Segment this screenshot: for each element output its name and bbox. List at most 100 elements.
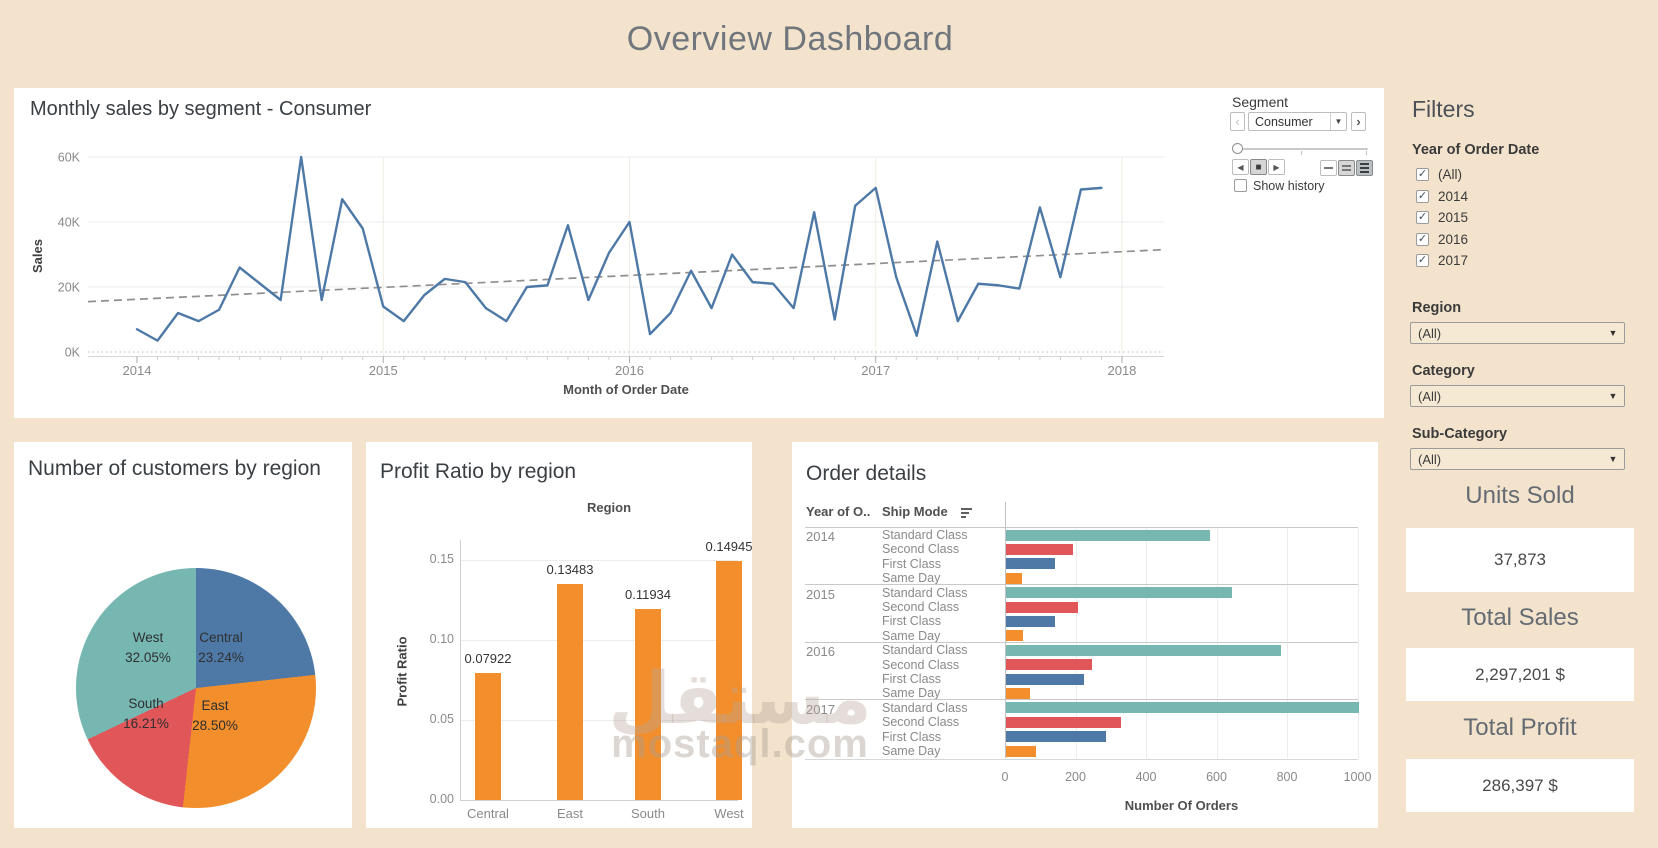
step-back-button[interactable]: ◀	[1232, 159, 1249, 175]
segment-dropdown[interactable]: Consumer ▼	[1248, 112, 1347, 131]
kpi-total-sales-value: 2,297,201 $	[1406, 648, 1634, 701]
orders-bar-2015-standard-class[interactable]	[1006, 587, 1232, 599]
x-tick-label: 2017	[861, 363, 890, 378]
speed-bar-icon	[1342, 169, 1351, 171]
speed-slow-button[interactable]	[1320, 160, 1337, 176]
category-filter-label: Category	[1412, 363, 1475, 379]
ship-mode-label: Standard Class	[882, 528, 968, 542]
group-separator-line	[805, 699, 1358, 701]
orders-year-label: 2016	[806, 644, 835, 660]
profit-bar-value-label: 0.14945	[705, 538, 753, 554]
y-tick-label: 40K	[58, 216, 81, 230]
pie-slice-label: West 32.05%	[125, 630, 171, 665]
year-checkbox-label: (All)	[1438, 167, 1462, 182]
gridline	[1216, 528, 1218, 759]
segment-slider-handle[interactable]	[1232, 143, 1243, 154]
profit-y-tick-label: 0.15	[429, 552, 454, 566]
orders-bar-2015-first-class[interactable]	[1006, 615, 1056, 627]
orders-bar-2014-same-day[interactable]	[1006, 572, 1022, 584]
pie-chart-title: Number of customers by region	[28, 457, 321, 480]
year-checkbox-label: 2017	[1438, 253, 1469, 268]
orders-year-label: 2014	[806, 529, 835, 544]
ship-mode-label: Second Class	[882, 542, 960, 557]
profit-x-tick-label: Central	[467, 806, 509, 821]
x-tick-label: 2016	[615, 363, 644, 378]
sales-line-chart[interactable]: 60K 40K 20K 0K 2014 2015 2016 2017 2018 Month of …	[14, 88, 1384, 418]
sales-line-series[interactable]	[135, 155, 1103, 342]
profit-bar-value-label: 0.11934	[624, 587, 672, 603]
orders-bar-2016-first-class[interactable]	[1006, 673, 1084, 685]
orders-bar-2017-second-class[interactable]	[1006, 716, 1121, 728]
segment-label: Segment	[1232, 94, 1289, 110]
orders-x-tick-label: 1000	[1343, 770, 1372, 785]
ship-mode-label: Standard Class	[882, 643, 968, 658]
segment-next-button[interactable]: ›	[1351, 112, 1366, 131]
speed-fast-button[interactable]	[1356, 160, 1373, 176]
speed-bar-icon	[1342, 165, 1351, 167]
profit-x-tick-label: East	[556, 806, 583, 821]
profit-bar-east[interactable]	[557, 584, 583, 800]
customers-pie-chart[interactable]	[76, 568, 316, 808]
orders-axis-line	[1005, 502, 1006, 759]
year-checkbox-2017[interactable]: ✓	[1416, 254, 1429, 267]
region-filter-label: Region	[1412, 300, 1462, 316]
orders-bar-2017-first-class[interactable]	[1006, 731, 1107, 743]
segment-slider-track[interactable]	[1232, 148, 1368, 150]
orders-bottom-axis-line	[805, 759, 1358, 761]
profit-bar-west[interactable]	[716, 560, 742, 800]
x-tick-label: 2018	[1107, 363, 1136, 378]
category-dropdown[interactable]: (All) ▼	[1410, 385, 1625, 407]
profit-panel: Profit Ratio by region Region Profit Rat…	[366, 442, 753, 828]
sort-icon[interactable]	[961, 508, 972, 518]
sales-chart-title: Monthly sales by segment - Consumer	[30, 98, 372, 120]
orders-bar-2017-same-day[interactable]	[1006, 745, 1036, 757]
orders-bar-2014-first-class[interactable]	[1006, 558, 1056, 570]
subcategory-dropdown[interactable]: (All) ▼	[1410, 448, 1625, 470]
profit-bar-value-label: 0.13483	[546, 562, 594, 578]
gridline	[460, 640, 738, 641]
speed-medium-button[interactable]	[1338, 160, 1355, 176]
orders-col1-header[interactable]: Year of O..	[806, 504, 871, 519]
orders-bar-2014-second-class[interactable]	[1006, 543, 1073, 555]
region-dropdown[interactable]: (All) ▼	[1410, 322, 1625, 344]
profit-bar-central[interactable]	[475, 673, 501, 800]
orders-bar-2014-standard-class[interactable]	[1006, 529, 1211, 541]
year-checkbox-2015[interactable]: ✓	[1416, 211, 1429, 224]
orders-year-label: 2017	[806, 701, 835, 717]
x-tick-label: 2015	[369, 363, 398, 378]
category-dropdown-value: (All)	[1418, 388, 1442, 404]
ship-mode-label: Same Day	[882, 628, 941, 643]
orders-x-axis-label: Number Of Orders	[1124, 798, 1239, 813]
ship-mode-label: Standard Class	[882, 585, 968, 600]
group-separator-line	[805, 584, 1358, 586]
orders-bar-2016-second-class[interactable]	[1006, 659, 1093, 671]
segment-prev-button[interactable]: ‹	[1230, 112, 1245, 131]
orders-bar-2016-standard-class[interactable]	[1006, 644, 1281, 656]
orders-bar-2017-standard-class[interactable]	[1006, 702, 1359, 714]
gridline	[460, 720, 738, 721]
stop-button[interactable]: ■	[1250, 159, 1267, 175]
page-title: Overview Dashboard	[626, 20, 954, 58]
ship-mode-label: Standard Class	[882, 700, 968, 715]
orders-bar-2015-same-day[interactable]	[1006, 630, 1023, 642]
gridline	[1357, 528, 1359, 759]
ship-mode-label: Second Class	[882, 715, 960, 730]
year-checkbox-2014[interactable]: ✓	[1416, 189, 1429, 203]
sales-panel: Monthly sales by segment - Consumer 60K 4…	[14, 88, 1384, 418]
pie-slice-label: East 28.50%	[192, 698, 238, 733]
year-checkbox-2016[interactable]: ✓	[1416, 232, 1429, 246]
profit-bar-south[interactable]	[635, 609, 661, 800]
year-checkbox-all[interactable]: ✓	[1416, 168, 1429, 181]
profit-y-tick-label: 0.10	[429, 632, 454, 646]
kpi-units-sold-label: Units Sold	[1465, 482, 1575, 509]
profit-bar-value-label: 0.07922	[464, 651, 512, 667]
profit-y-tick-label: 0.05	[429, 712, 454, 726]
orders-bar-2016-same-day[interactable]	[1006, 687, 1030, 699]
orders-bar-2015-second-class[interactable]	[1006, 601, 1079, 613]
group-separator-line	[805, 641, 1358, 643]
orders-col2-header[interactable]: Ship Mode	[882, 504, 948, 519]
show-history-checkbox[interactable]	[1234, 179, 1247, 192]
speed-bar-icon	[1360, 167, 1369, 169]
step-forward-button[interactable]: ▶	[1268, 159, 1285, 175]
